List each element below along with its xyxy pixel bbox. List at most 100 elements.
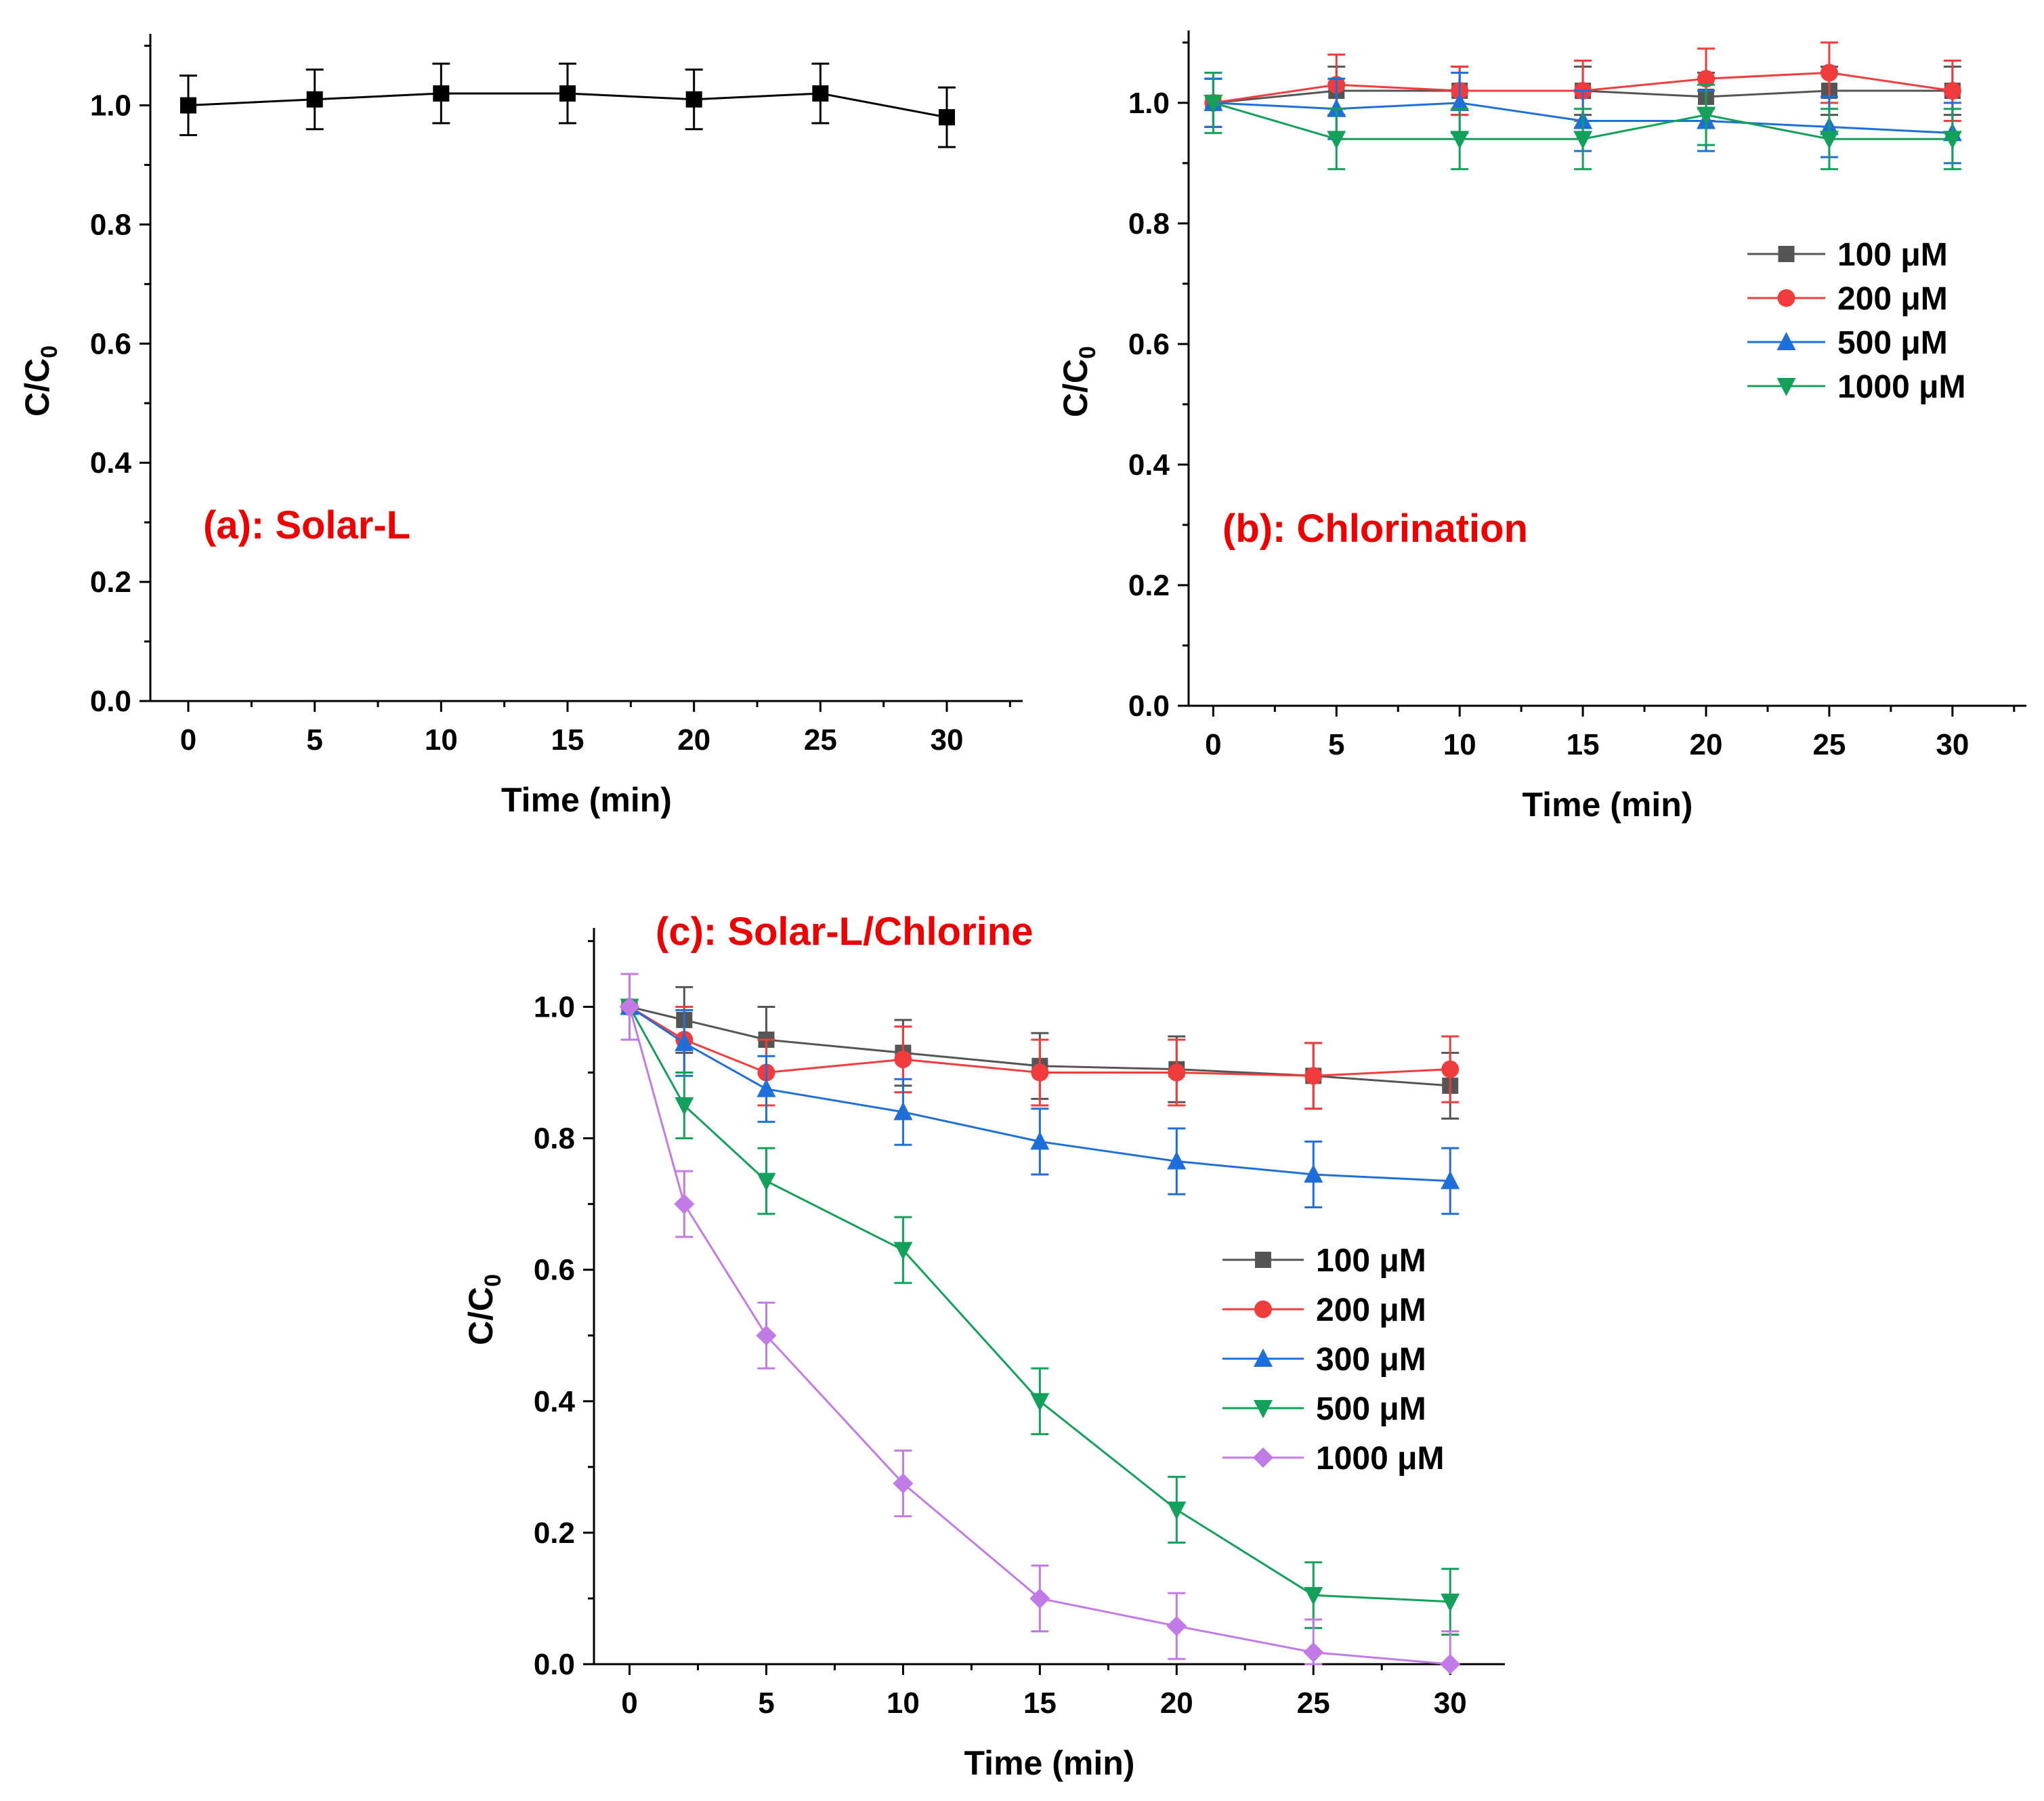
legend-marker (1778, 246, 1795, 262)
data-point (1029, 1588, 1050, 1609)
y-axis-title-subscript: 0 (37, 345, 62, 358)
legend-label: 1000 μM (1316, 1441, 1444, 1477)
x-tick-label: 5 (758, 1687, 774, 1720)
legend-marker (1255, 1252, 1271, 1268)
x-tick-label: 25 (1812, 728, 1846, 761)
y-axis-title-subscript: 0 (1075, 346, 1101, 359)
legend-label: 100 μM (1837, 237, 1948, 273)
data-point (1450, 92, 1470, 111)
data-point (1166, 1615, 1187, 1636)
y-tick-label: 1.0 (1128, 87, 1170, 120)
data-point (685, 91, 702, 108)
series-line (629, 1006, 1451, 1077)
legend-label: 1000 μM (1837, 369, 1965, 405)
legend-marker (1777, 289, 1795, 307)
data-point (812, 85, 829, 102)
x-tick-label: 20 (1690, 728, 1723, 761)
data-point (1819, 131, 1839, 150)
legend: 100 μM 200 μM 500 μM 1000 μM (1747, 237, 1965, 405)
y-tick-label: 0.6 (1128, 328, 1170, 361)
chart-panel-b: 0 5 10 15 20 25 30 0.0 0.2 0.4 0.6 0.8 1.0 Time (min)… (1057, 30, 2026, 824)
x-tick-label: 20 (1160, 1687, 1193, 1720)
data-point (675, 1097, 694, 1116)
y-tick-label: 1.0 (534, 990, 575, 1023)
series-1000-uM (1204, 71, 1962, 171)
y-axis-title-main: C/C (462, 1287, 500, 1345)
series-line (629, 1006, 1451, 1603)
x-tick-label: 0 (1205, 728, 1221, 761)
data-point (1820, 64, 1838, 82)
x-tick-label: 10 (1443, 728, 1476, 761)
y-axis-title: C/C0 (462, 1274, 506, 1345)
data-point (939, 109, 955, 126)
chart-panel-a: 0 5 10 15 20 25 30 0.0 0.2 0.4 0.6 0.8 1.0 Time (min)… (18, 34, 1023, 819)
y-tick-label: 0.4 (1128, 448, 1170, 482)
data-point (1167, 1501, 1187, 1520)
y-axis-title: C/C0 (1057, 346, 1101, 417)
legend: 100 μM 200 μM 300 μM 500 μM 1000 μM (1222, 1243, 1444, 1477)
y-tick-label: 0.0 (1128, 690, 1170, 723)
data-point (893, 1473, 914, 1494)
legend-marker (1254, 1349, 1273, 1367)
y-tick-label: 1.0 (90, 89, 131, 123)
data-point (674, 1193, 695, 1214)
y-tick-label: 0.4 (534, 1385, 576, 1418)
data-point (675, 1032, 694, 1051)
data-point (306, 91, 323, 108)
y-tick-label: 0.8 (90, 208, 131, 241)
legend-marker (1254, 1300, 1272, 1318)
x-tick-label: 0 (621, 1687, 637, 1720)
x-tick-label: 20 (677, 723, 710, 757)
x-tick-label: 30 (1936, 728, 1969, 761)
x-tick-label: 25 (804, 723, 837, 757)
x-axis-title: Time (min) (964, 1744, 1135, 1782)
panel-title: (c): Solar-L/Chlorine (656, 910, 1033, 954)
data-point (1441, 1060, 1460, 1078)
chart-panel-c: 0 5 10 15 20 25 30 0.0 0.2 0.4 0.6 0.8 1.0 Time (min)… (462, 910, 1505, 1782)
y-tick-label: 0.8 (1128, 207, 1170, 240)
series-main (179, 62, 956, 148)
y-tick-label: 0.4 (90, 446, 132, 480)
x-tick-label: 30 (1434, 1687, 1467, 1720)
data-point (1030, 1131, 1050, 1150)
y-tick-label: 0.0 (534, 1648, 575, 1681)
data-point (1440, 1654, 1461, 1674)
legend-marker (1776, 332, 1796, 350)
series-1000-uM (619, 973, 1461, 1674)
x-tick-label: 5 (306, 723, 322, 757)
data-point (1168, 1063, 1186, 1082)
data-point (559, 85, 576, 102)
y-tick-label: 0.2 (90, 566, 131, 599)
series-300-uM (620, 973, 1460, 1215)
legend-marker (1253, 1447, 1273, 1468)
data-point (1942, 131, 1962, 150)
legend-marker (1776, 378, 1796, 396)
data-point (433, 85, 450, 102)
data-point (1031, 1063, 1049, 1082)
data-point (1441, 1593, 1460, 1612)
data-point (1030, 1393, 1050, 1412)
data-point (1697, 106, 1716, 125)
panel-title: (a): Solar-L (203, 503, 410, 547)
y-tick-label: 0.0 (90, 685, 131, 718)
data-point (1304, 1067, 1323, 1085)
y-axis-title-main: C/C (18, 358, 56, 417)
data-point (893, 1242, 913, 1260)
legend-label: 300 μM (1316, 1342, 1426, 1378)
x-tick-label: 15 (551, 723, 584, 757)
x-tick-label: 15 (1567, 728, 1600, 761)
data-point (1304, 1164, 1323, 1183)
data-point (1943, 82, 1961, 100)
data-point (1450, 131, 1470, 150)
y-axis-title: C/C0 (18, 345, 62, 417)
x-tick-label: 0 (180, 723, 196, 757)
legend-marker (1254, 1400, 1273, 1418)
panel-title: (b): Chlorination (1222, 507, 1528, 551)
data-point (180, 97, 196, 114)
y-axis-title-subscript: 0 (480, 1274, 506, 1287)
data-point (619, 996, 640, 1017)
data-point (757, 1172, 776, 1191)
y-tick-label: 0.8 (534, 1122, 575, 1156)
y-axis-title-main: C/C (1057, 359, 1094, 417)
